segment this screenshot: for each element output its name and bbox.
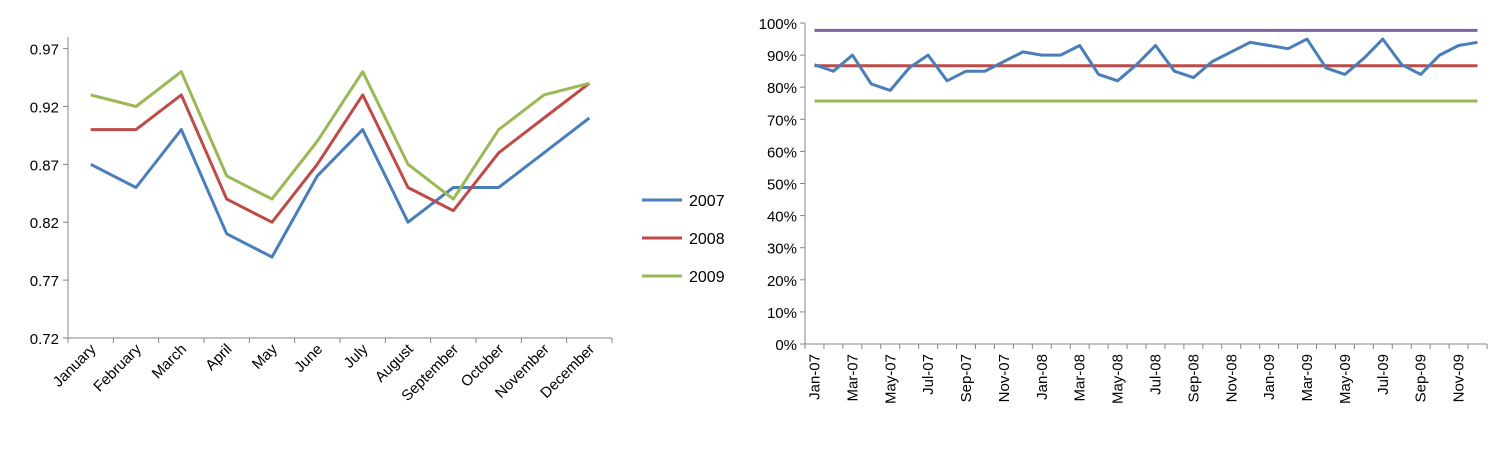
y-tick-label: 0.92 (30, 99, 59, 116)
y-tick-label: 0.97 (30, 42, 59, 59)
series-line-2008 (90, 82, 591, 224)
x-tick-label: July (341, 340, 372, 371)
x-tick-label: Mar-07 (844, 354, 861, 402)
x-tick-label: February (90, 340, 145, 395)
legend-label-2009: 2009 (689, 269, 725, 286)
x-tick-label: Mar-08 (1072, 354, 1089, 402)
x-tick-label: Jul-09 (1375, 354, 1392, 395)
x-tick-label: May-07 (882, 354, 899, 404)
y-tick-label: 30% (767, 241, 797, 258)
legend-label-2008: 2008 (689, 231, 725, 248)
y-tick-label: 70% (767, 112, 797, 129)
y-tick-label: 80% (767, 80, 797, 97)
y-tick-label: 50% (767, 177, 797, 194)
series-line-0 (814, 37, 1478, 92)
x-tick-label: Mar-09 (1299, 354, 1316, 402)
x-tick-label: Nov-07 (996, 354, 1013, 402)
x-tick-label: April (202, 341, 235, 374)
x-tick-label: Jan-07 (806, 354, 823, 400)
x-tick-label: May-09 (1337, 354, 1354, 404)
y-tick-label: 0% (775, 337, 797, 354)
x-tick-label: Nov-08 (1223, 354, 1240, 402)
y-tick-label: 0.87 (30, 157, 59, 174)
series-line-2007 (90, 116, 591, 259)
x-tick-label: Jul-08 (1147, 354, 1164, 395)
legend-label-2007: 2007 (689, 193, 725, 210)
x-tick-label: March (149, 341, 190, 382)
y-tick-label: 10% (767, 305, 797, 322)
timeseries-line-chart: 0% 10% 20% 30% 40% 50% 60% 70% 80% 90% 100% Jan-07 M… (759, 16, 1488, 404)
x-tick-label: Nov-09 (1451, 354, 1468, 402)
x-tick-label: Sep-08 (1185, 354, 1202, 402)
y-tick-label: 40% (767, 209, 797, 226)
y-tick-label: 0.82 (30, 215, 59, 232)
y-tick-label: 100% (759, 16, 797, 33)
y-tick-label: 90% (767, 48, 797, 65)
x-tick-label: May-08 (1110, 354, 1127, 404)
x-tick-label: Sep-07 (958, 354, 975, 402)
x-tick-label: Jul-07 (920, 354, 937, 395)
y-tick-label: 20% (767, 273, 797, 290)
x-tick-label: Jan-09 (1261, 354, 1278, 400)
y-tick-label: 0.72 (30, 331, 59, 348)
x-tick-label: Sep-09 (1413, 354, 1430, 402)
x-tick-label: Jan-08 (1034, 354, 1051, 400)
series-line-2009 (90, 70, 590, 201)
x-tick-label: June (291, 341, 326, 376)
x-tick-label: May (249, 340, 281, 372)
y-tick-label: 0.77 (30, 273, 59, 290)
y-tick-label: 60% (767, 144, 797, 161)
